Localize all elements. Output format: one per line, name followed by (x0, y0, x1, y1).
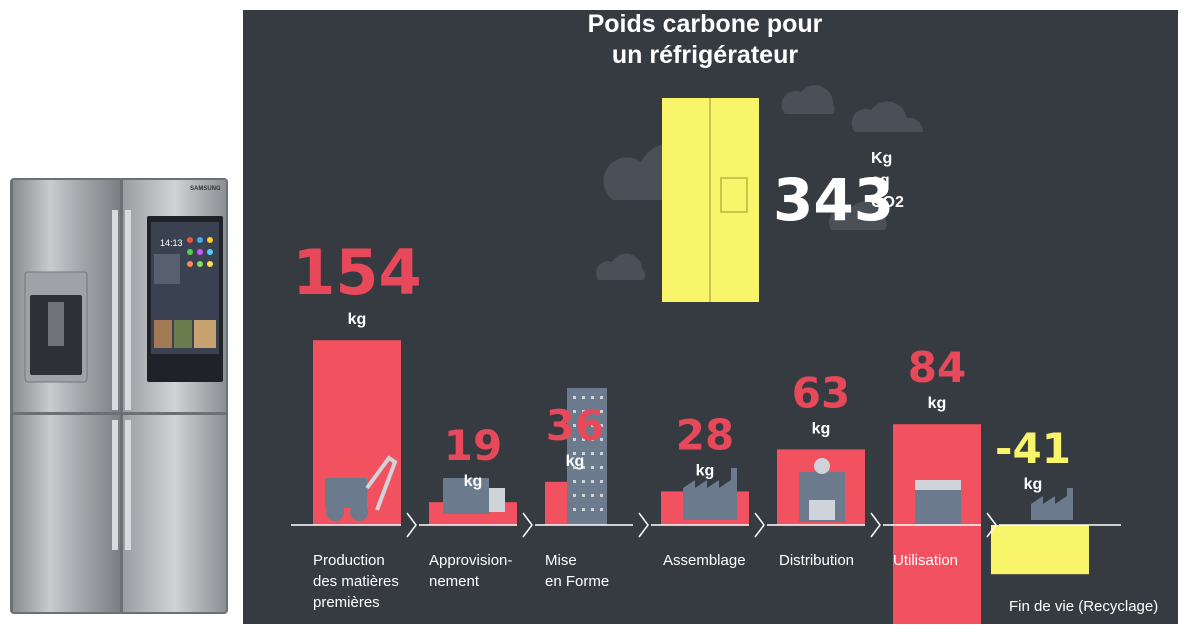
chevron-arrow-icon (638, 512, 649, 538)
building-window (591, 480, 594, 483)
building-window (591, 466, 594, 469)
category-label-1: nement (429, 573, 480, 590)
building-window (591, 424, 594, 427)
delivery-truck-icon (443, 478, 489, 514)
building-window (600, 424, 603, 427)
total-unit-line-1: Kg (871, 150, 892, 167)
chevron-arrow-icon (406, 512, 417, 538)
building-window (600, 508, 603, 511)
chart-title-line-2: un réfrigérateur (612, 41, 798, 69)
building-window (573, 494, 576, 497)
shop-door-icon (809, 500, 835, 520)
value-label-0: 154 (292, 236, 421, 309)
unit-label-6: kg (1024, 476, 1043, 493)
truck-icon (325, 478, 367, 508)
building-window (600, 480, 603, 483)
building-window (582, 452, 585, 455)
building-window (600, 438, 603, 441)
category-label-0: Production (313, 552, 385, 569)
excavator-arm-icon (365, 455, 398, 511)
fridge-image: 14:13 SAMSUNG (10, 178, 228, 614)
category-label-4: Distribution (779, 552, 854, 569)
carbon-footprint-infographic: Poids carbone pour un réfrigérateur 343 … (243, 10, 1178, 624)
building-window (573, 480, 576, 483)
total-value: 343 (773, 166, 894, 234)
fridge-brand-logo: SAMSUNG (190, 186, 221, 192)
category-label-0: premières (313, 594, 380, 611)
category-labels: Production des matières premières Approvisi… (313, 552, 1158, 615)
building-window (600, 494, 603, 497)
category-label-6: Fin de vie (Recyclage) (1009, 598, 1158, 615)
category-label-5: Utilisation (893, 552, 958, 569)
building-window (591, 396, 594, 399)
total-unit-line-2: eq (871, 172, 890, 189)
building-window (573, 396, 576, 399)
building-window (591, 452, 594, 455)
building-window (573, 410, 576, 413)
value-labels: 154 kg 19 kg 36 kg 28 kg 63 kg 84 kg -41 kg (292, 236, 1071, 493)
building-window (600, 396, 603, 399)
category-label-2: en Forme (545, 573, 609, 590)
building-window (573, 466, 576, 469)
chevron-arrow-icon (870, 512, 881, 538)
category-label-3: Assemblage (663, 552, 746, 569)
building-window (600, 452, 603, 455)
unit-label-2: kg (566, 453, 585, 470)
total-unit-line-3: CO2 (871, 194, 904, 211)
value-label-5: 84 (908, 343, 966, 392)
building-window (591, 438, 594, 441)
value-label-2: 36 (546, 401, 604, 450)
factory-icon (683, 468, 737, 520)
fridge-screen-clock: 14:13 (160, 238, 183, 248)
value-label-1: 19 (444, 421, 502, 470)
building-window (591, 508, 594, 511)
wheel-icon (326, 503, 344, 521)
chart: Poids carbone pour un réfrigérateur 343 … (243, 10, 1178, 624)
category-icons (325, 388, 1073, 525)
building-window (582, 508, 585, 511)
building-window (600, 410, 603, 413)
chart-title-line-1: Poids carbone pour (588, 10, 823, 38)
building-window (582, 466, 585, 469)
unit-label-1: kg (464, 473, 483, 490)
building-window (573, 452, 576, 455)
building-window (573, 424, 576, 427)
building-window (591, 494, 594, 497)
value-label-4: 63 (792, 368, 850, 417)
building-window (573, 438, 576, 441)
unit-label-5: kg (928, 395, 947, 412)
building-window (582, 396, 585, 399)
chevron-arrow-icon (754, 512, 765, 538)
value-label-3: 28 (676, 410, 734, 459)
shop-dome-icon (814, 458, 830, 474)
building-window (582, 410, 585, 413)
category-label-0: des matières (313, 573, 399, 590)
baseline (291, 512, 1121, 538)
unit-label-4: kg (812, 420, 831, 437)
truck-cab-icon (489, 488, 505, 512)
building-window (582, 438, 585, 441)
building-window (591, 410, 594, 413)
building-window (600, 466, 603, 469)
recycling-factory-icon (1031, 488, 1073, 520)
appliance-top-icon (915, 480, 961, 490)
bar-label-box (893, 525, 981, 624)
bar-6 (991, 525, 1089, 575)
value-label-6: -41 (995, 424, 1071, 473)
total-fridge-icon (662, 98, 759, 302)
building-window (582, 424, 585, 427)
chevron-arrow-icon (986, 512, 997, 538)
building-window (582, 480, 585, 483)
building-window (582, 494, 585, 497)
wheel-icon (350, 503, 368, 521)
category-label-2: Mise (545, 552, 577, 569)
chevron-arrow-icon (522, 512, 533, 538)
unit-label-3: kg (696, 462, 715, 479)
unit-label-0: kg (348, 311, 367, 328)
category-label-1: Approvision- (429, 552, 512, 569)
building-window (573, 508, 576, 511)
